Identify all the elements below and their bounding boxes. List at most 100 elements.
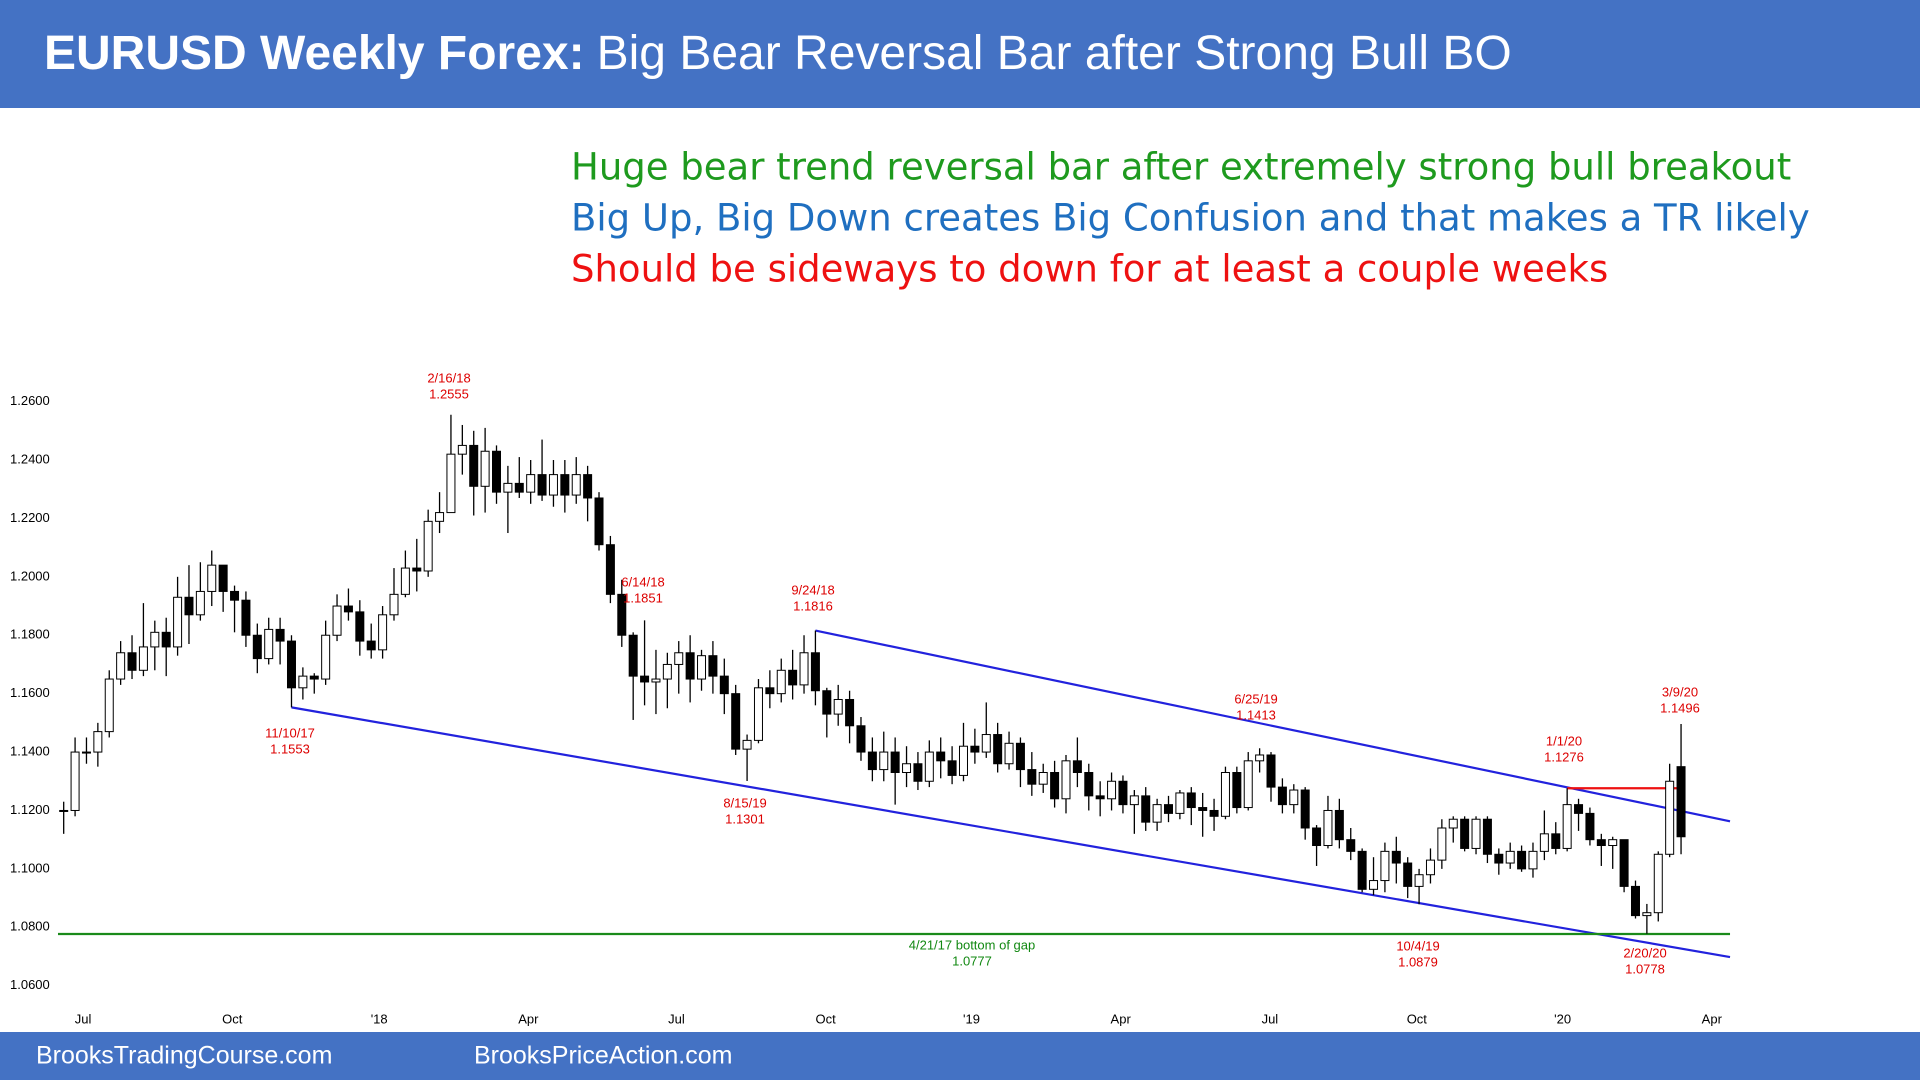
- candle-body: [1300, 789, 1310, 829]
- annotation: 9/24/18: [791, 582, 834, 597]
- candle-body: [366, 640, 376, 651]
- title-lead: EURUSD Weekly Forex:: [44, 27, 585, 80]
- chart-title: EURUSD Weekly Forex: Big Bear Reversal Ba…: [44, 27, 1512, 80]
- candle-body: [1141, 795, 1151, 823]
- candle-body: [867, 751, 877, 771]
- y-tick-label: 1.2200: [10, 510, 50, 525]
- candle-body: [890, 751, 900, 774]
- x-tick-label: '19: [963, 1011, 980, 1026]
- candle-body: [662, 663, 672, 680]
- candle-body: [457, 444, 467, 455]
- candle-body: [981, 734, 991, 753]
- candle-body: [1312, 827, 1322, 847]
- y-tick-label: 1.0600: [10, 977, 50, 992]
- candle-body: [1084, 772, 1094, 797]
- candle-body: [1243, 760, 1253, 809]
- candle-body: [1494, 853, 1504, 864]
- candle-body: [685, 652, 695, 680]
- candle-body: [150, 631, 160, 648]
- candle-body: [617, 593, 627, 636]
- candle-body: [833, 698, 843, 715]
- candle-body: [526, 474, 536, 493]
- candle-body: [1414, 874, 1424, 887]
- candle-body: [1289, 789, 1299, 806]
- y-tick-label: 1.0800: [10, 919, 50, 934]
- candle-body: [1186, 792, 1196, 809]
- candle-body: [1391, 850, 1401, 864]
- candle-body: [492, 450, 502, 493]
- candle-body: [241, 599, 251, 636]
- candle-body: [1072, 760, 1082, 774]
- candle-body: [1107, 780, 1117, 800]
- candle-body: [321, 634, 331, 680]
- x-tick-label: Oct: [222, 1011, 243, 1026]
- annotation: 8/15/19: [723, 795, 766, 810]
- note: Should be sideways to down for at least …: [571, 248, 1608, 291]
- candle-body: [1357, 850, 1367, 890]
- candle-body: [719, 675, 729, 695]
- x-tick-label: '20: [1554, 1011, 1571, 1026]
- candle-body: [1027, 769, 1037, 785]
- candle-body: [298, 675, 308, 689]
- candle-body: [275, 628, 285, 642]
- candle-body: [1505, 850, 1515, 864]
- candle-body: [1152, 804, 1162, 823]
- candle-body: [1061, 760, 1071, 800]
- annotation: 2/16/18: [427, 370, 470, 385]
- annotation: 11/10/17: [265, 725, 315, 740]
- candle-body: [594, 497, 604, 546]
- candle-body: [936, 751, 946, 762]
- candle-body: [389, 593, 399, 616]
- candle-body: [879, 751, 889, 771]
- candle-body: [924, 751, 934, 782]
- candle-body: [1277, 786, 1287, 806]
- candle-body: [503, 482, 513, 493]
- candle-body: [822, 690, 832, 715]
- candle-body: [1517, 850, 1527, 870]
- candle-body: [1676, 766, 1686, 838]
- candle-body: [1471, 818, 1481, 849]
- annotation: 10/4/19: [1396, 938, 1439, 953]
- candle-body: [70, 751, 80, 811]
- candle-body: [1562, 804, 1572, 849]
- candle-body: [355, 611, 365, 642]
- candle-body: [1425, 859, 1435, 876]
- candle-body: [640, 675, 650, 683]
- annotation: 1.1276: [1544, 749, 1584, 764]
- x-tick-label: Jul: [668, 1011, 685, 1026]
- x-tick-label: Apr: [1702, 1011, 1723, 1026]
- y-tick-label: 1.1400: [10, 743, 50, 758]
- footer-left: BrooksTradingCourse.com: [36, 1042, 332, 1070]
- x-tick-label: Jul: [1262, 1011, 1279, 1026]
- trendline: [291, 706, 1731, 959]
- annotation: 1.1413: [1236, 707, 1276, 722]
- candle-body: [1380, 850, 1390, 882]
- candle-body: [993, 734, 1003, 765]
- annotation: 3/9/20: [1662, 684, 1698, 699]
- candle-body: [1209, 809, 1219, 817]
- candle-body: [651, 678, 661, 683]
- candle-body: [537, 474, 547, 496]
- candle-body: [1653, 853, 1663, 914]
- annotation: 1/1/20: [1546, 733, 1582, 748]
- candle-body: [59, 809, 69, 812]
- candle-body: [1050, 772, 1060, 800]
- y-tick-label: 1.2000: [10, 568, 50, 583]
- x-tick-label: Oct: [1407, 1011, 1428, 1026]
- annotation: 1.1496: [1660, 700, 1700, 715]
- candle-body: [161, 631, 171, 648]
- candle-body: [548, 474, 558, 496]
- candle-body: [1266, 754, 1276, 788]
- candle-body: [1038, 772, 1048, 785]
- candle-body: [1642, 912, 1652, 917]
- candle-body: [1482, 818, 1492, 855]
- trendline: [815, 629, 1731, 823]
- candle-body: [1129, 795, 1139, 806]
- candle-body: [435, 512, 445, 522]
- candle-body: [753, 687, 763, 741]
- candle-body: [173, 596, 183, 648]
- x-tick-label: '18: [371, 1011, 388, 1026]
- note: Huge bear trend reversal bar after extre…: [571, 146, 1791, 189]
- candle-body: [378, 614, 388, 651]
- candle-body: [343, 605, 353, 613]
